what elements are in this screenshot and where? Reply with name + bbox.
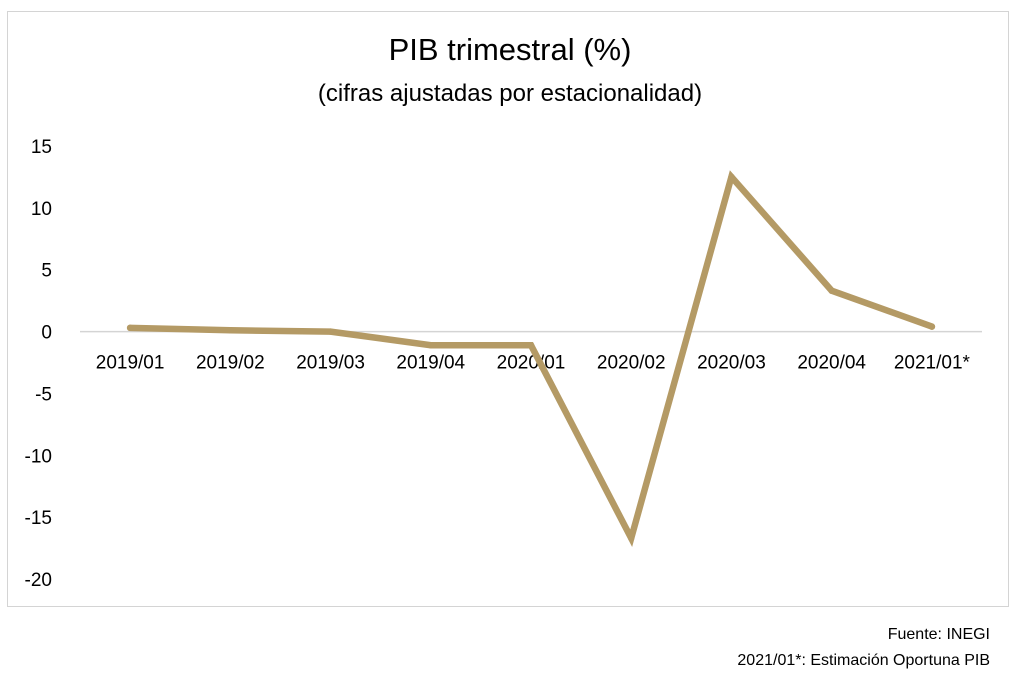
x-tick-label: 2020/02: [597, 353, 666, 374]
data-point: [527, 341, 535, 349]
data-point: [327, 328, 334, 335]
y-tick-label: 5: [41, 261, 52, 282]
chart-subtitle: (cifras ajustadas por estacionalidad): [317, 80, 703, 107]
y-tick-label: 10: [31, 199, 52, 220]
chart-frame: [7, 11, 1009, 607]
y-tick-label: -5: [35, 384, 52, 405]
x-tick-label: 2019/04: [396, 353, 465, 374]
x-tick-label: 2020/03: [697, 353, 766, 374]
data-point: [126, 324, 134, 332]
data-point: [728, 173, 735, 181]
y-tick-label: 0: [41, 323, 52, 344]
data-point: [628, 534, 635, 542]
x-tick-label: 2021/01*: [894, 353, 971, 374]
data-point: [427, 341, 434, 349]
data-point: [828, 287, 835, 294]
x-tick-label: 2019/02: [196, 353, 265, 374]
y-tick-label: -20: [25, 570, 52, 591]
x-tick-label: 2019/03: [296, 353, 365, 374]
x-tick-label: 2020/04: [797, 353, 866, 374]
y-tick-label: -15: [25, 508, 52, 529]
data-point: [928, 323, 936, 330]
chart-title: PIB trimestral (%): [388, 32, 632, 67]
y-tick-label: -10: [25, 446, 52, 467]
x-tick-label: 2019/01: [96, 353, 165, 374]
x-tick-label: 2020/01: [497, 353, 566, 374]
source-note: Fuente: INEGI: [887, 626, 990, 643]
y-tick-label: 15: [31, 137, 52, 158]
estimate-note: 2021/01*: Estimación Oportuna PIB: [737, 652, 990, 669]
data-point: [227, 327, 234, 334]
